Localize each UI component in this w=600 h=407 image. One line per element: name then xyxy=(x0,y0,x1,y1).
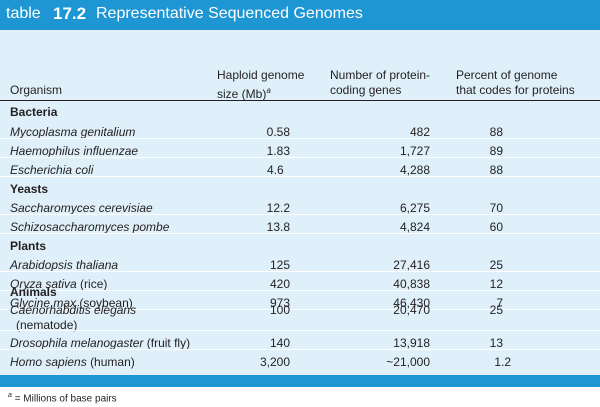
scientific-name: Arabidopsis thaliana xyxy=(10,258,119,272)
row-divider xyxy=(0,271,600,272)
table-label: table xyxy=(6,5,41,22)
protein-genes-cell: 46,430 xyxy=(393,296,430,310)
percent-coding-cell: 89 xyxy=(489,144,503,158)
table-bottom-bar xyxy=(0,375,600,387)
genome-size-cell: 13.8 xyxy=(266,220,290,234)
percent-coding-cell: 25 xyxy=(489,258,503,272)
scientific-name: Caenorhabditis elegans xyxy=(10,303,137,317)
scientific-name: Glycine max xyxy=(10,296,77,310)
column-header-genome-size-line2: size (Mb)a xyxy=(217,83,304,102)
protein-genes-cell: 1,727 xyxy=(399,144,430,158)
column-header-genome-size-line1: Haploid genome xyxy=(217,68,305,82)
row-divider xyxy=(0,309,600,310)
table-caption: Representative Sequenced Genomes xyxy=(96,5,363,22)
group-label-plants: Plants xyxy=(10,239,47,253)
column-header-protein-genes-line1: Number of protein- xyxy=(330,68,431,82)
percent-coding-cell: 60 xyxy=(489,220,503,234)
column-header-genome-size: Haploid genome size (Mb)a xyxy=(217,68,304,102)
footnote-marker: a xyxy=(8,392,12,399)
column-header-protein-genes: Number of protein- coding genes xyxy=(330,68,430,98)
percent-coding-cell: 88 xyxy=(489,163,503,177)
genome-size-cell: 973 xyxy=(269,296,290,310)
percent-coding-cell: 12 xyxy=(489,277,503,291)
percent-coding-cell: 88 xyxy=(489,125,503,139)
protein-genes-cell: 6,275 xyxy=(399,201,430,215)
row-divider xyxy=(0,157,600,158)
genome-size-cell: 12.2 xyxy=(266,201,290,215)
scientific-name: Escherichia coli xyxy=(10,163,94,177)
header-divider xyxy=(0,100,600,101)
organism-cell: Mycoplasma genitalium xyxy=(10,125,135,139)
common-name: (rice) xyxy=(80,277,108,291)
column-header-percent-coding: Percent of genome that codes for protein… xyxy=(456,68,575,98)
genome-size-cell: 0.58 xyxy=(266,125,290,139)
organism-cell: Oryza sativa (rice) xyxy=(10,277,107,291)
protein-genes-cell: 27,416 xyxy=(393,258,430,272)
column-header-percent-coding-line1: Percent of genome xyxy=(456,68,558,82)
genome-size-cell: 125 xyxy=(269,258,290,272)
organism-cell: Escherichia coli xyxy=(10,163,93,177)
organism-cell: Schizosaccharomyces pombe xyxy=(10,220,169,234)
group-label-animals: Animals xyxy=(10,285,57,299)
organism-cell: Saccharomyces cerevisiae xyxy=(10,201,153,215)
percent-coding-cell: 7 xyxy=(496,296,503,310)
group-label-yeasts: Yeasts xyxy=(10,182,49,196)
row-divider xyxy=(0,233,600,234)
genome-table: Organism Haploid genome size (Mb)a Numbe… xyxy=(0,30,600,375)
common-name: (nematode) xyxy=(16,318,78,332)
row-divider xyxy=(0,330,600,331)
scientific-name: Saccharomyces cerevisiae xyxy=(10,201,153,215)
row-divider xyxy=(0,214,600,215)
column-header-percent-coding-line2: that codes for proteins xyxy=(456,83,575,97)
genome-size-cell: 1.83 xyxy=(266,144,290,158)
organism-cell: Glycine max (soybean) xyxy=(10,296,133,310)
group-label-bacteria: Bacteria xyxy=(10,105,58,119)
protein-genes-cell: 4,288 xyxy=(399,163,430,177)
genome-size-cell: 4.6 xyxy=(267,163,284,177)
organism-cell: Haemophilus influenzae xyxy=(10,144,138,158)
scientific-name: Schizosaccharomyces pombe xyxy=(10,220,170,234)
footnote-text: = Millions of base pairs xyxy=(14,393,117,405)
common-name: (soybean) xyxy=(79,296,133,310)
protein-genes-cell: 20,470 xyxy=(393,303,430,317)
row-divider xyxy=(0,138,600,139)
row-divider xyxy=(0,290,600,291)
scientific-name: Haemophilus influenzae xyxy=(10,144,139,158)
percent-coding-cell: 70 xyxy=(489,201,503,215)
footnote-marker: a xyxy=(266,86,271,95)
genome-size-cell: 420 xyxy=(269,277,290,291)
column-header-organism: Organism xyxy=(10,83,63,97)
genome-size-cell: 100 xyxy=(269,303,290,317)
row-divider xyxy=(0,176,600,177)
scientific-name: Mycoplasma genitalium xyxy=(10,125,136,139)
scientific-name: Oryza sativa xyxy=(10,277,77,291)
protein-genes-cell: 4,824 xyxy=(399,220,430,234)
percent-coding-cell: 25 xyxy=(489,303,503,317)
column-header-genome-size-text: size (Mb) xyxy=(217,87,267,101)
table-footnote: a = Millions of base pairs xyxy=(8,392,117,404)
protein-genes-cell: 40,838 xyxy=(393,277,430,291)
organism-cell: Caenorhabditis elegans (nematode) xyxy=(10,303,136,333)
protein-genes-cell: 482 xyxy=(409,125,430,139)
column-header-protein-genes-line2: coding genes xyxy=(330,83,402,97)
organism-cell: Arabidopsis thaliana xyxy=(10,258,118,272)
table-title-bar: table 17.2 Representative Sequenced Geno… xyxy=(0,0,600,30)
table-number: 17.2 xyxy=(53,4,87,23)
